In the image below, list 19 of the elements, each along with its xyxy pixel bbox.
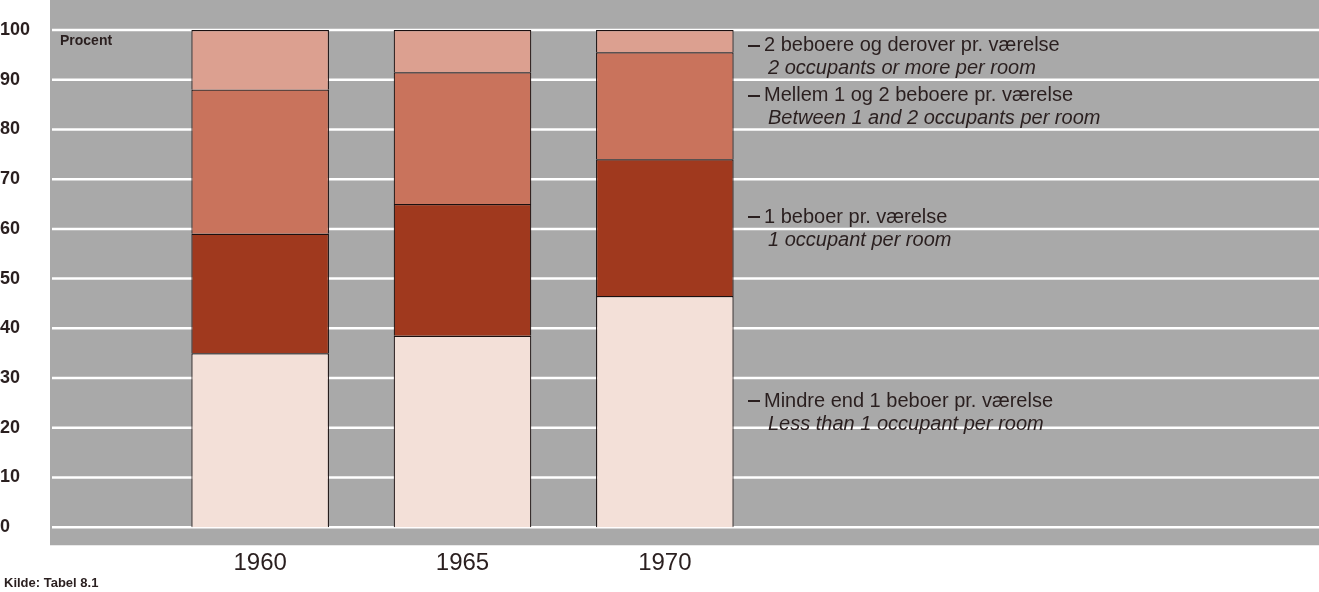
y-axis-title: Procent: [60, 31, 113, 48]
y-tick-label: 70: [0, 168, 21, 189]
x-tick-label: 1965: [435, 548, 490, 576]
y-tick-label: 30: [0, 367, 21, 388]
series-label: Mellem 1 og 2 beboere pr. værelse Between 1 and 2 occupants per room: [763, 82, 1101, 129]
y-tick-label: 60: [0, 217, 21, 238]
y-tick-label: 100: [0, 18, 31, 39]
y-tick-label: 40: [0, 317, 21, 338]
y-tick-label: 10: [0, 466, 21, 487]
y-tick-label: 50: [0, 267, 21, 288]
series-label: 2 beboere og derover pr. værelse 2 occupants or more per room: [763, 33, 1060, 79]
series-label: 1 beboer pr. værelse 1 occupant per room: [763, 204, 952, 251]
y-tick-label: 80: [0, 118, 21, 139]
x-tick-label: 1970: [638, 548, 692, 576]
y-tick-label: 0: [0, 516, 11, 537]
y-tick-label: 20: [0, 416, 21, 437]
text: Kilde: Tabel 8.1: [4, 575, 99, 590]
x-tick-label: 1960: [233, 548, 287, 576]
y-tick-label: 90: [0, 68, 21, 89]
